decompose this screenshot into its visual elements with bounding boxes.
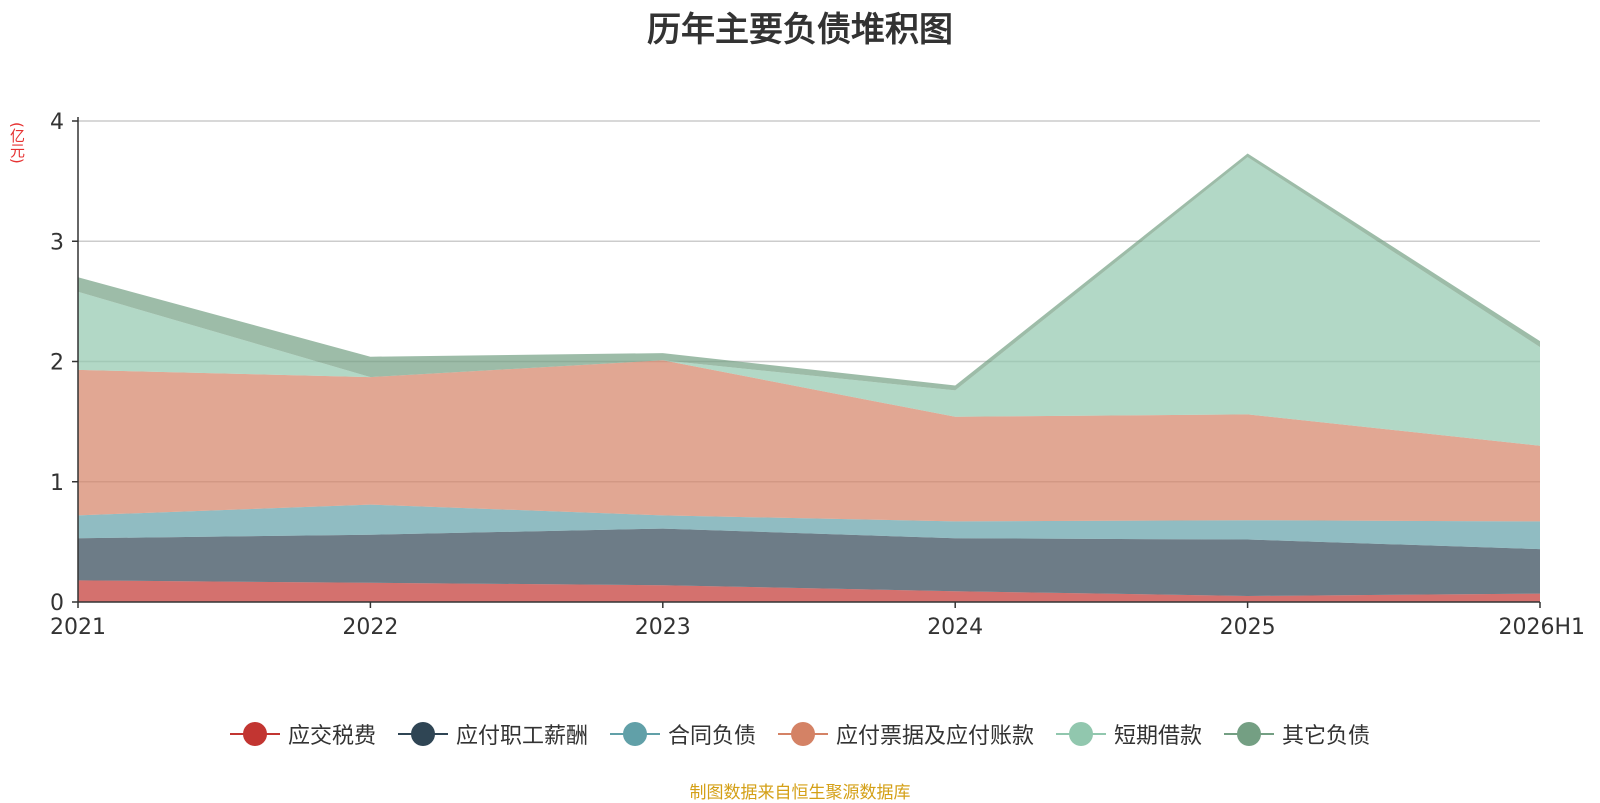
legend-item-0[interactable]: 应交税费 [229,718,376,750]
y-tick-label: 4 [50,110,64,135]
y-tick-label: 2 [50,351,64,376]
legend-item-3[interactable]: 应付票据及应付账款 [778,718,1034,750]
y-axis-unit-label: (亿元) [8,122,26,164]
legend-label: 应付职工薪酬 [455,724,588,749]
legend-item-2[interactable]: 合同负债 [609,718,756,750]
y-tick-label: 1 [50,471,64,496]
legend-item-4[interactable]: 短期借款 [1056,718,1202,750]
area-series-4 [78,157,1540,446]
area-series-1 [78,528,1540,596]
legend-item-5[interactable]: 其它负债 [1224,718,1370,750]
legend-label: 短期借款 [1114,724,1203,749]
area-series-0 [78,580,1540,602]
legend-marker-icon [229,721,280,747]
legend-marker-icon [1056,721,1107,747]
x-tick-label: 2024 [927,615,983,640]
axes: 0 1 2 3 4 2021 2022 2023 2024 2025 2026H1 [50,110,1585,640]
legend: 应交税费 应付职工薪酬 合同负债 应付票据及应付账款 短期借款 其它负债 [0,718,1600,750]
x-tick-label: 2025 [1220,615,1276,640]
stacked-area-chart: 0 1 2 3 4 2021 2022 2023 2024 2025 2026H1 [50,110,1585,640]
x-tick-label: 2022 [342,615,398,640]
area-series [78,153,1540,602]
legend-marker-icon [778,721,828,747]
legend-marker-icon [609,721,660,747]
area-series-3 [78,360,1540,522]
legend-label: 合同负债 [667,724,756,749]
y-tick-label: 0 [50,591,64,616]
chart-title: 历年主要负债堆积图 [647,10,953,50]
legend-marker-icon [1224,721,1275,747]
legend-item-1[interactable]: 应付职工薪酬 [397,718,588,750]
source-note: 制图数据来自恒生聚源数据库 [689,783,911,803]
area-series-2 [78,504,1540,550]
x-tick-label: 2026H1 [1498,615,1585,640]
legend-label: 应交税费 [287,724,376,749]
x-tick-label: 2021 [50,615,106,640]
x-tick-label: 2023 [635,615,691,640]
legend-label: 其它负债 [1282,724,1371,749]
area-series-5 [78,153,1540,391]
legend-marker-icon [397,721,448,747]
legend-label: 应付票据及应付账款 [836,724,1035,749]
y-tick-label: 3 [50,230,64,255]
